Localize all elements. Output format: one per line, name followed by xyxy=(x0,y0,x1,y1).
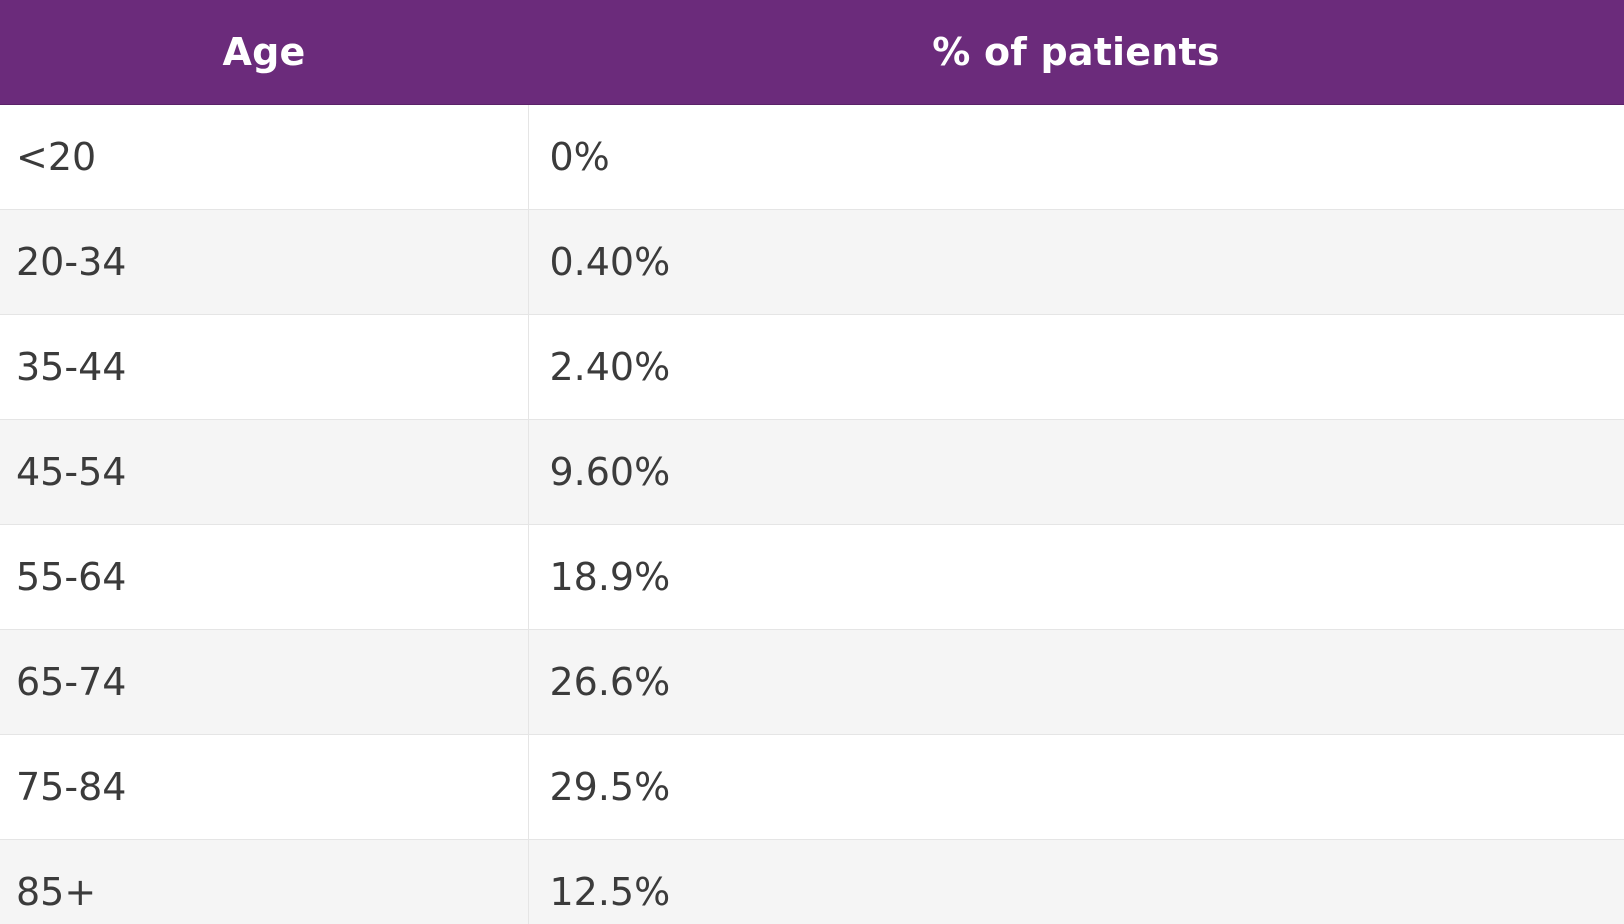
table-row: 20-34 0.40% xyxy=(0,209,1624,315)
table-row: 35-44 2.40% xyxy=(0,314,1624,420)
percent-cell: 12.5% xyxy=(528,839,1624,924)
percent-cell: 26.6% xyxy=(528,629,1624,735)
table-row: 45-54 9.60% xyxy=(0,419,1624,525)
table-row: 65-74 26.6% xyxy=(0,629,1624,735)
table-row: 85+ 12.5% xyxy=(0,839,1624,924)
percent-cell: 0.40% xyxy=(528,209,1624,315)
age-cell: 20-34 xyxy=(0,209,529,315)
table-body: <20 0% 20-34 0.40% 35-44 2.40% 45-54 9.6… xyxy=(0,104,1624,924)
table-row: 55-64 18.9% xyxy=(0,524,1624,630)
age-cell: 75-84 xyxy=(0,734,529,840)
age-cell: 85+ xyxy=(0,839,529,924)
age-cell: 65-74 xyxy=(0,629,529,735)
header-row: Age % of patients xyxy=(0,0,1624,105)
percent-cell: 18.9% xyxy=(528,524,1624,630)
table-row: 75-84 29.5% xyxy=(0,734,1624,840)
table-row: <20 0% xyxy=(0,104,1624,210)
age-cell: 45-54 xyxy=(0,419,529,525)
percent-cell: 0% xyxy=(528,104,1624,210)
table-header: Age % of patients xyxy=(0,0,1624,105)
age-cell: <20 xyxy=(0,104,529,210)
age-cell: 55-64 xyxy=(0,524,529,630)
percent-cell: 29.5% xyxy=(528,734,1624,840)
percent-cell: 9.60% xyxy=(528,419,1624,525)
header-age: Age xyxy=(0,0,528,105)
percent-cell: 2.40% xyxy=(528,314,1624,420)
age-cell: 35-44 xyxy=(0,314,529,420)
header-percent-of-patients: % of patients xyxy=(528,0,1624,105)
